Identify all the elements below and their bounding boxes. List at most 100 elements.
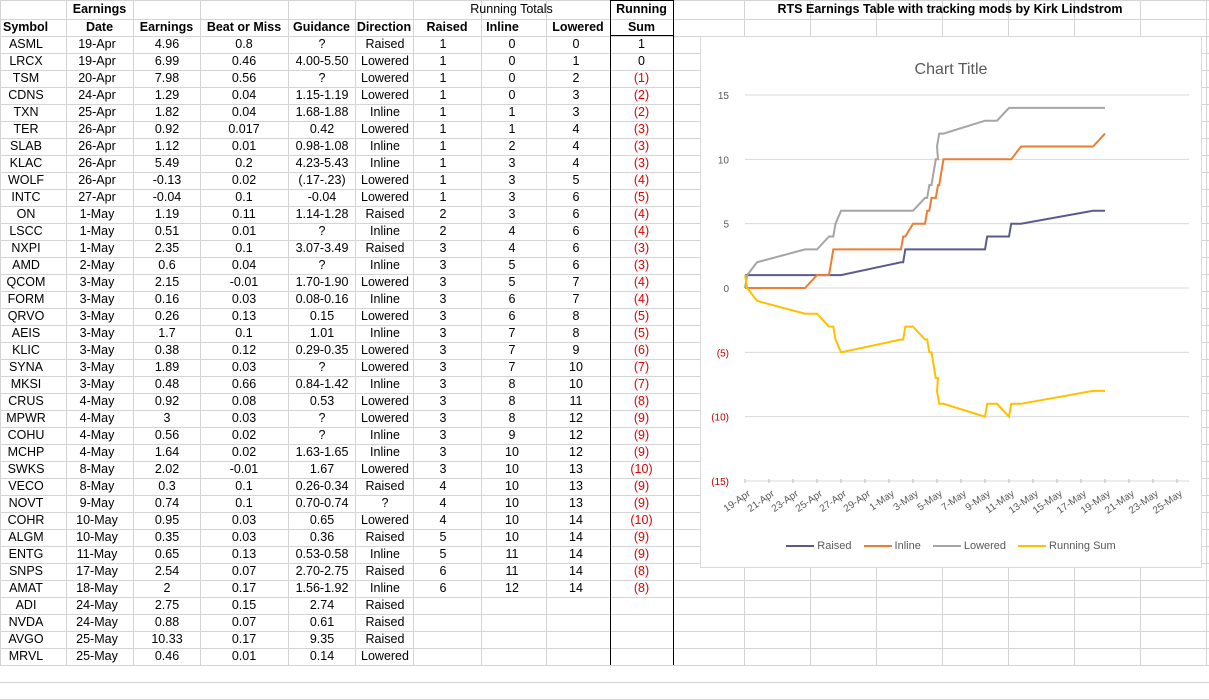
cell-guidance[interactable]: ? [318, 411, 326, 425]
cell-direction[interactable]: Raised [365, 564, 405, 578]
cell-guidance[interactable]: ? [318, 71, 326, 85]
cell-symbol[interactable]: KLIC [12, 343, 40, 357]
cell-earnings[interactable]: 1.89 [154, 360, 180, 374]
cell-running-sum[interactable]: (3) [633, 241, 650, 255]
cell-earnings[interactable]: 0.56 [154, 428, 180, 442]
cell-date[interactable]: 4-May [79, 428, 115, 442]
cell-direction[interactable]: Raised [365, 479, 405, 493]
cell-date[interactable]: 25-May [76, 632, 118, 646]
header-earnings[interactable]: Earnings [139, 20, 194, 34]
cell-earnings[interactable]: 0.88 [154, 615, 180, 629]
header-date[interactable]: Date [85, 20, 114, 34]
cell-symbol[interactable]: SWKS [7, 462, 45, 476]
cell-symbol[interactable]: COHR [7, 513, 45, 527]
cell-inline[interactable]: 4 [508, 224, 516, 238]
cell-guidance[interactable]: 1.67 [309, 462, 335, 476]
cell-earnings[interactable]: 0.48 [154, 377, 180, 391]
cell-inline[interactable]: 9 [508, 428, 516, 442]
cell-inline[interactable]: 1 [508, 105, 516, 119]
cell-running-sum[interactable]: (9) [633, 411, 650, 425]
cell-raised[interactable]: 1 [439, 173, 447, 187]
cell-direction[interactable]: Raised [365, 37, 405, 51]
cell-guidance[interactable]: 0.15 [309, 309, 335, 323]
cell-symbol[interactable]: NXPI [11, 241, 41, 255]
cell-direction[interactable]: Raised [365, 598, 405, 612]
cell-beat-or-miss[interactable]: 0.03 [231, 530, 257, 544]
cell-running-sum[interactable]: (4) [633, 224, 650, 238]
cell-lowered[interactable]: 4 [572, 139, 580, 153]
cell-beat-or-miss[interactable]: 0.04 [231, 105, 257, 119]
cell-date[interactable]: 26-Apr [78, 139, 116, 153]
cell-guidance[interactable]: 1.70-1.90 [295, 275, 349, 289]
cell-symbol[interactable]: FORM [7, 292, 45, 306]
cell-lowered[interactable]: 2 [572, 71, 580, 85]
cell-running-sum[interactable]: (3) [633, 258, 650, 272]
cell-beat-or-miss[interactable]: 0.01 [231, 224, 257, 238]
cell-symbol[interactable]: TXN [13, 105, 39, 119]
cell-inline[interactable]: 11 [505, 547, 519, 561]
cell-date[interactable]: 4-May [79, 411, 115, 425]
cell-beat-or-miss[interactable]: 0.02 [231, 428, 257, 442]
cell-earnings[interactable]: 1.82 [154, 105, 180, 119]
cell-earnings[interactable]: -0.13 [152, 173, 182, 187]
cell-symbol[interactable]: ON [16, 207, 36, 221]
header-guidance[interactable]: Guidance [293, 20, 350, 34]
cell-earnings[interactable]: 7.98 [154, 71, 180, 85]
cell-guidance[interactable]: 0.61 [309, 615, 335, 629]
cell-beat-or-miss[interactable]: 0.03 [231, 292, 257, 306]
header-running-totals[interactable]: Running Totals [470, 2, 553, 16]
cell-running-sum[interactable]: (9) [633, 547, 650, 561]
cell-raised[interactable]: 3 [439, 428, 447, 442]
cell-lowered[interactable]: 10 [569, 377, 583, 391]
header-symbol[interactable]: Symbol [3, 20, 49, 34]
cell-lowered[interactable]: 6 [572, 190, 580, 204]
cell-beat-or-miss[interactable]: 0.03 [231, 411, 257, 425]
cell-date[interactable]: 4-May [79, 394, 115, 408]
cell-beat-or-miss[interactable]: 0.1 [235, 496, 253, 510]
series-line-inline[interactable] [745, 132, 1106, 289]
cell-earnings[interactable]: 4.96 [154, 37, 180, 51]
cell-symbol[interactable]: ASML [8, 37, 44, 51]
cell-inline[interactable]: 10 [505, 496, 519, 510]
cell-raised[interactable]: 2 [439, 224, 447, 238]
cell-earnings[interactable]: 0.46 [154, 649, 180, 663]
cell-inline[interactable]: 0 [508, 54, 516, 68]
cell-running-sum[interactable]: (8) [633, 564, 650, 578]
cell-inline[interactable]: 3 [508, 207, 516, 221]
cell-running-sum[interactable]: (4) [633, 292, 650, 306]
cell-lowered[interactable]: 3 [572, 88, 580, 102]
cell-beat-or-miss[interactable]: 0.02 [231, 445, 257, 459]
cell-earnings[interactable]: 1.19 [154, 207, 180, 221]
cell-inline[interactable]: 5 [508, 275, 516, 289]
cell-lowered[interactable]: 8 [572, 326, 580, 340]
cell-raised[interactable]: 2 [439, 207, 447, 221]
cell-running-sum[interactable]: (4) [633, 173, 650, 187]
cell-raised[interactable]: 5 [439, 547, 447, 561]
cell-direction[interactable]: Inline [370, 377, 400, 391]
cell-guidance[interactable]: 2.70-2.75 [295, 564, 349, 578]
cell-direction[interactable]: Lowered [361, 54, 409, 68]
cell-date[interactable]: 3-May [79, 377, 115, 391]
chart-title[interactable]: Chart Title [914, 61, 988, 78]
cell-symbol[interactable]: LSCC [9, 224, 43, 238]
cell-date[interactable]: 4-May [79, 445, 115, 459]
cell-date[interactable]: 1-May [79, 224, 115, 238]
cell-inline[interactable]: 5 [508, 258, 516, 272]
cell-date[interactable]: 9-May [79, 496, 115, 510]
cell-inline[interactable]: 10 [505, 462, 519, 476]
cell-lowered[interactable]: 12 [569, 445, 583, 459]
cell-inline[interactable]: 1 [508, 122, 516, 136]
cell-guidance[interactable]: 9.35 [309, 632, 335, 646]
cell-guidance[interactable]: -0.04 [307, 190, 337, 204]
cell-direction[interactable]: Raised [365, 241, 405, 255]
cell-date[interactable]: 3-May [79, 309, 115, 323]
cell-direction[interactable]: Lowered [361, 394, 409, 408]
cell-guidance[interactable]: 0.42 [309, 122, 335, 136]
cell-inline[interactable]: 2 [508, 139, 516, 153]
header-raised[interactable]: Raised [426, 20, 468, 34]
cell-date[interactable]: 3-May [79, 360, 115, 374]
cell-date[interactable]: 19-Apr [78, 54, 116, 68]
cell-direction[interactable]: Inline [370, 326, 400, 340]
cell-date[interactable]: 19-Apr [78, 37, 116, 51]
cell-earnings[interactable]: 2.15 [154, 275, 180, 289]
